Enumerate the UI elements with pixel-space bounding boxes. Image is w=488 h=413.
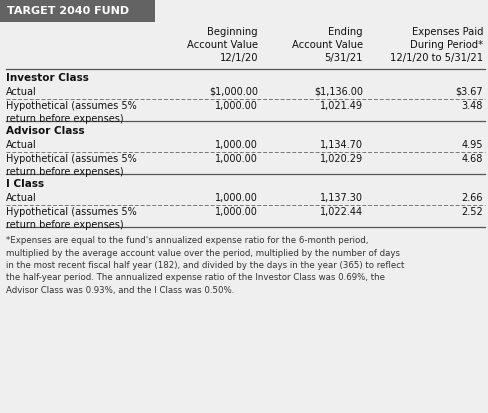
Text: 1,137.30: 1,137.30 (319, 193, 362, 203)
Text: Advisor Class: Advisor Class (6, 126, 84, 136)
Text: Actual: Actual (6, 140, 37, 150)
Text: 1,134.70: 1,134.70 (319, 140, 362, 150)
Text: $3.67: $3.67 (454, 87, 482, 97)
Text: 1,021.49: 1,021.49 (319, 101, 362, 111)
Text: 1,022.44: 1,022.44 (319, 207, 362, 217)
Text: 1,000.00: 1,000.00 (215, 193, 258, 203)
Text: Investor Class: Investor Class (6, 73, 89, 83)
Text: 4.95: 4.95 (461, 140, 482, 150)
Text: 2.52: 2.52 (460, 207, 482, 217)
Text: I Class: I Class (6, 179, 44, 189)
Text: Actual: Actual (6, 87, 37, 97)
Text: Ending
Account Value
5/31/21: Ending Account Value 5/31/21 (291, 27, 362, 64)
Text: 1,000.00: 1,000.00 (215, 140, 258, 150)
Text: $1,136.00: $1,136.00 (313, 87, 362, 97)
Text: TARGET 2040 FUND: TARGET 2040 FUND (7, 6, 129, 16)
Text: *Expenses are equal to the fund's annualized expense ratio for the 6-month perio: *Expenses are equal to the fund's annual… (6, 236, 404, 295)
Text: Beginning
Account Value
12/1/20: Beginning Account Value 12/1/20 (186, 27, 258, 64)
Text: Hypothetical (assumes 5%
return before expenses): Hypothetical (assumes 5% return before e… (6, 154, 137, 177)
Text: 1,000.00: 1,000.00 (215, 154, 258, 164)
Text: 3.48: 3.48 (461, 101, 482, 111)
Text: 2.66: 2.66 (461, 193, 482, 203)
Text: 1,000.00: 1,000.00 (215, 101, 258, 111)
Text: 4.68: 4.68 (461, 154, 482, 164)
Text: 1,000.00: 1,000.00 (215, 207, 258, 217)
Text: Actual: Actual (6, 193, 37, 203)
Text: Hypothetical (assumes 5%
return before expenses): Hypothetical (assumes 5% return before e… (6, 207, 137, 230)
Text: Expenses Paid
During Period*
12/1/20 to 5/31/21: Expenses Paid During Period* 12/1/20 to … (389, 27, 482, 64)
Bar (0, 0, 155, 22)
Text: $1,000.00: $1,000.00 (208, 87, 258, 97)
Text: Hypothetical (assumes 5%
return before expenses): Hypothetical (assumes 5% return before e… (6, 101, 137, 124)
Text: 1,020.29: 1,020.29 (319, 154, 362, 164)
